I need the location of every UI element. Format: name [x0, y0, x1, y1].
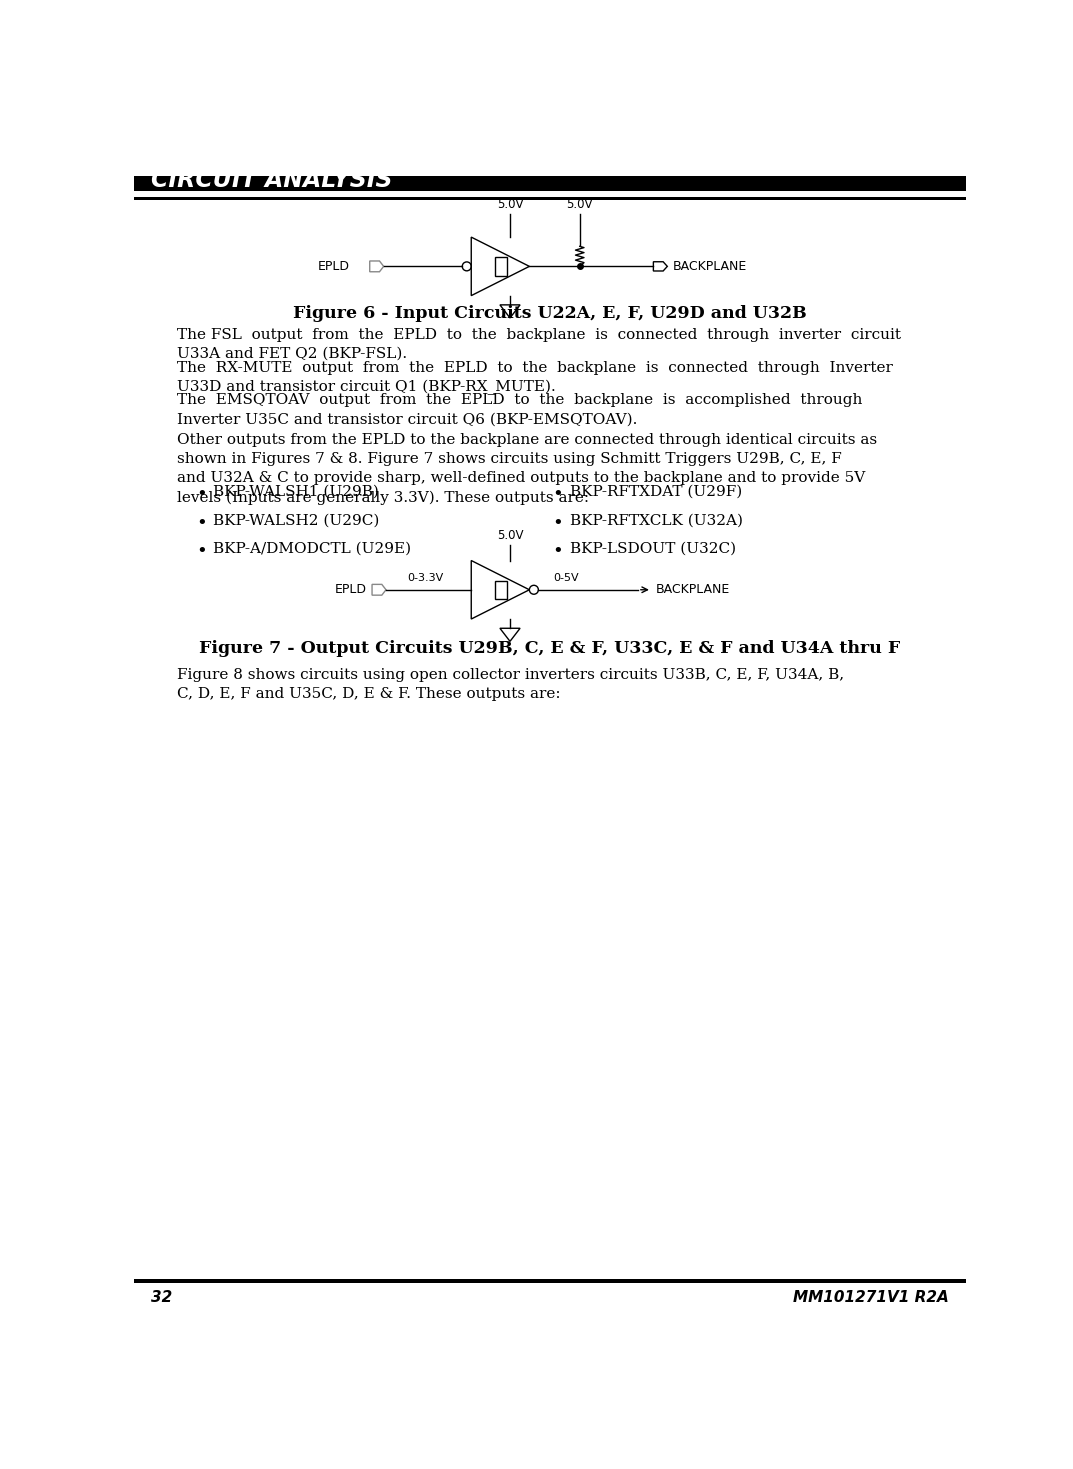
Text: BKP-WALSH2 (U29C): BKP-WALSH2 (U29C) [214, 514, 380, 527]
Text: Other outputs from the EPLD to the backplane are connected through identical cir: Other outputs from the EPLD to the backp… [177, 433, 877, 505]
Text: 32: 32 [151, 1290, 173, 1304]
Text: BKP-A/DMODCTL (U29E): BKP-A/DMODCTL (U29E) [214, 542, 411, 557]
Text: The  RX-MUTE  output  from  the  EPLD  to  the  backplane  is  connected  throug: The RX-MUTE output from the EPLD to the … [177, 361, 893, 395]
Bar [495, 257, 508, 276]
Text: •: • [553, 542, 563, 560]
Text: BKP-LSDOUT (U32C): BKP-LSDOUT (U32C) [570, 542, 736, 557]
Bar [134, 197, 966, 200]
Text: BKP-WALSH1 (U29B): BKP-WALSH1 (U29B) [214, 485, 379, 499]
Text: •: • [553, 485, 563, 502]
Text: 0-3.3V: 0-3.3V [408, 573, 444, 583]
Text: 0-5V: 0-5V [554, 573, 578, 583]
Text: BKP-RFTXDAT (U29F): BKP-RFTXDAT (U29F) [570, 485, 741, 499]
Text: EPLD: EPLD [318, 260, 350, 273]
Text: •: • [196, 485, 207, 502]
Text: BACKPLANE: BACKPLANE [673, 260, 747, 273]
Text: •: • [196, 514, 207, 532]
Text: 5.0V: 5.0V [567, 198, 593, 212]
Bar [495, 580, 508, 599]
Text: Figure 7 - Output Circuits U29B, C, E & F, U33C, E & F and U34A thru F: Figure 7 - Output Circuits U29B, C, E & … [200, 640, 900, 657]
Text: •: • [553, 514, 563, 532]
Text: BACKPLANE: BACKPLANE [656, 583, 730, 596]
Text: BKP-RFTXCLK (U32A): BKP-RFTXCLK (U32A) [570, 514, 743, 527]
Bar [134, 1279, 966, 1282]
Text: CIRCUIT ANALYSIS: CIRCUIT ANALYSIS [151, 167, 393, 192]
Text: EPLD: EPLD [335, 583, 367, 596]
Text: Figure 8 shows circuits using open collector inverters circuits U33B, C, E, F, U: Figure 8 shows circuits using open colle… [177, 668, 843, 701]
Text: •: • [196, 542, 207, 560]
Text: The FSL  output  from  the  EPLD  to  the  backplane  is  connected  through  in: The FSL output from the EPLD to the back… [177, 328, 900, 361]
Text: Figure 6 - Input Circuits U22A, E, F, U29D and U32B: Figure 6 - Input Circuits U22A, E, F, U2… [293, 306, 807, 322]
Text: The  EMSQTOAV  output  from  the  EPLD  to  the  backplane  is  accomplished  th: The EMSQTOAV output from the EPLD to the… [177, 394, 862, 426]
Text: 5.0V: 5.0V [497, 529, 524, 542]
Bar [134, 176, 966, 191]
Text: 5.0V: 5.0V [497, 198, 524, 212]
Text: MM101271V1 R2A: MM101271V1 R2A [793, 1290, 949, 1304]
